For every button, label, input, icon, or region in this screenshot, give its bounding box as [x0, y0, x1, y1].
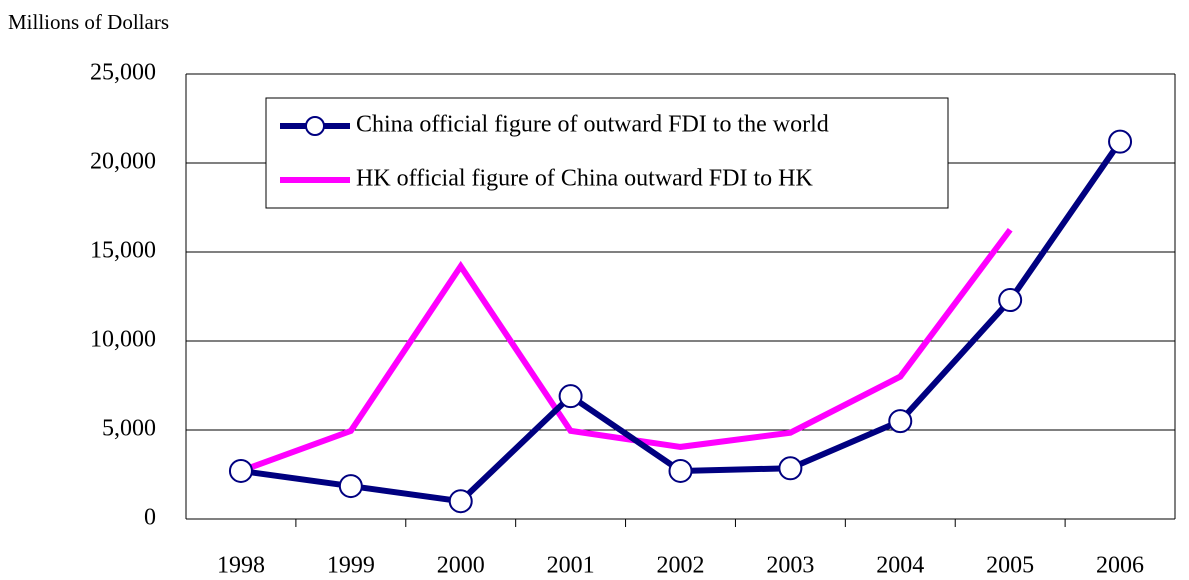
data-point — [558, 384, 583, 409]
x-tick-label: 2005 — [986, 553, 1034, 579]
legend-label: China official figure of outward FDI to … — [356, 112, 829, 138]
data-point — [998, 288, 1023, 313]
data-point — [888, 409, 913, 434]
x-tick-label: 2004 — [876, 553, 924, 579]
y-tick-label: 5,000 — [102, 416, 156, 442]
legend-box — [265, 97, 949, 209]
data-point — [1108, 129, 1133, 154]
x-tick-label: 2003 — [766, 553, 814, 579]
data-point — [448, 489, 473, 514]
y-tick-label: 25,000 — [90, 60, 156, 86]
legend-marker — [305, 116, 325, 136]
data-point — [778, 456, 803, 481]
data-point — [228, 458, 253, 483]
y-tick-label: 10,000 — [90, 327, 156, 353]
x-tick-label: 2000 — [437, 553, 485, 579]
series-line — [239, 227, 1013, 474]
y-axis-title: Millions of Dollars — [8, 10, 169, 34]
y-tick-label: 15,000 — [90, 238, 156, 264]
y-tick-label: 0 — [144, 505, 156, 531]
data-point — [338, 474, 363, 499]
legend-label: HK official figure of China outward FDI … — [356, 166, 813, 192]
y-tick-label: 20,000 — [90, 149, 156, 175]
x-tick-label: 1998 — [217, 553, 265, 579]
x-tick-label: 2006 — [1096, 553, 1144, 579]
x-tick-label: 1999 — [327, 553, 375, 579]
data-point — [668, 458, 693, 483]
x-tick-label: 2002 — [657, 553, 705, 579]
x-tick-label: 2001 — [547, 553, 595, 579]
